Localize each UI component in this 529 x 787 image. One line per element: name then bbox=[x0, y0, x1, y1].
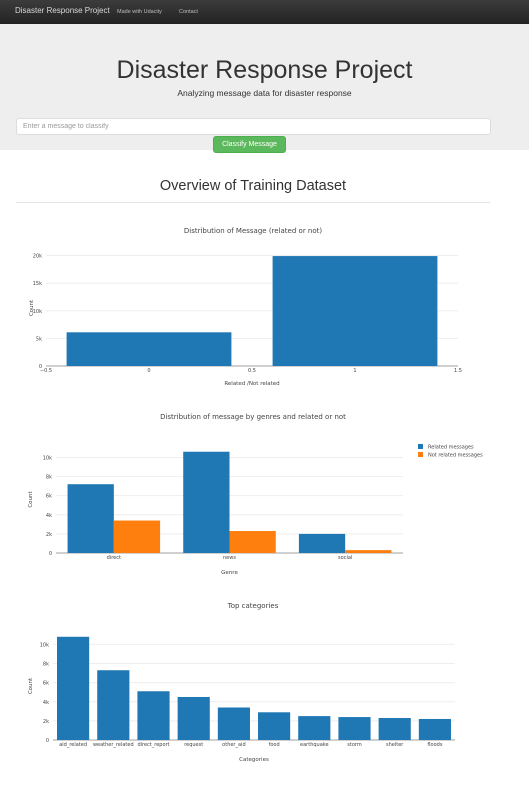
chart3-y-tick-label: 10k bbox=[40, 642, 49, 648]
chart3-y-tick-label: 8k bbox=[43, 662, 49, 668]
chart1-y-tick-label: 10k bbox=[33, 309, 42, 315]
classify-message-button[interactable]: Classify Message bbox=[213, 136, 286, 153]
chart3-bar-earthquake bbox=[298, 716, 331, 740]
chart1-x-tick-label: −0.5 bbox=[40, 368, 52, 374]
chart1-y-tick-label: 15k bbox=[33, 281, 42, 287]
chart2-x-tick-label: direct bbox=[107, 555, 121, 561]
chart3-bar-food bbox=[258, 712, 291, 740]
chart3-bar-aid_related bbox=[57, 636, 90, 740]
chart2-bar-social-not-related bbox=[345, 550, 392, 553]
chart1-y-tick-label: 20k bbox=[33, 254, 42, 260]
chart2-x-axis-label: Genre bbox=[221, 570, 238, 576]
chart2-x-tick-label: social bbox=[338, 555, 352, 561]
chart2-y-tick-label: 2k bbox=[46, 532, 52, 538]
chart3-bar-shelter bbox=[378, 718, 411, 740]
chart1-title: Distribution of Message (related or not) bbox=[184, 227, 323, 235]
chart3-x-tick-label: floods bbox=[427, 742, 442, 748]
chart3-bar-storm bbox=[338, 717, 371, 740]
page-title: Disaster Response Project bbox=[116, 56, 413, 84]
chart3-x-axis-label: Categories bbox=[239, 757, 269, 763]
chart2-bar-direct-not-related bbox=[113, 520, 161, 553]
chart3-x-tick-label: direct_report bbox=[137, 742, 169, 748]
section-divider bbox=[16, 202, 490, 203]
chart2-y-tick-label: 6k bbox=[46, 494, 52, 500]
page-subtitle: Analyzing message data for disaster resp… bbox=[177, 88, 352, 98]
chart2-legend-swatch-not-related bbox=[418, 452, 423, 457]
chart2-y-axis-label: Count bbox=[28, 490, 34, 507]
chart2-legend-label: Not related messages bbox=[428, 453, 483, 459]
chart1-x-tick-label: 1.5 bbox=[454, 368, 462, 374]
chart3-x-tick-label: shelter bbox=[386, 742, 404, 748]
chart2-legend-swatch-related bbox=[418, 444, 423, 449]
chart1-bar-0 bbox=[66, 332, 232, 366]
chart1-x-tick-label: 0 bbox=[147, 368, 150, 374]
chart3-bar-request bbox=[177, 696, 210, 740]
chart3-bar-direct_report bbox=[137, 691, 170, 740]
chart3-bar-floods bbox=[418, 718, 451, 740]
chart1-x-tick-label: 0.5 bbox=[248, 368, 256, 374]
chart3-y-tick-label: 4k bbox=[43, 700, 49, 706]
chart2-y-tick-label: 0 bbox=[49, 551, 52, 557]
chart1-x-tick-label: 1 bbox=[353, 368, 356, 374]
nav-link-udacity[interactable]: Made with Udacity bbox=[117, 9, 162, 15]
chart1-y-tick-label: 0 bbox=[39, 364, 42, 370]
chart2-x-tick-label: news bbox=[223, 555, 236, 561]
chart1-bar-1 bbox=[272, 256, 438, 366]
chart2-bar-news-related bbox=[183, 451, 230, 553]
chart1-y-axis-label: Count bbox=[29, 299, 35, 316]
chart2-bar-direct-related bbox=[67, 484, 114, 553]
chart3-x-tick-label: aid_related bbox=[59, 742, 87, 748]
navbar-brand-link[interactable]: Disaster Response Project bbox=[15, 6, 110, 15]
message-input[interactable] bbox=[16, 118, 491, 135]
chart2-title: Distribution of message by genres and re… bbox=[160, 413, 346, 421]
chart3-title: Top categories bbox=[227, 602, 279, 610]
chart3-x-tick-label: earthquake bbox=[300, 742, 329, 748]
chart3-bar-weather_related bbox=[97, 670, 130, 740]
chart1-y-tick-label: 5k bbox=[36, 336, 42, 342]
chart3-bar-other_aid bbox=[217, 707, 250, 740]
chart2-legend-label: Related messages bbox=[428, 445, 474, 451]
chart3-y-tick-label: 6k bbox=[43, 681, 49, 687]
chart3-x-tick-label: request bbox=[184, 742, 203, 748]
chart2-y-tick-label: 10k bbox=[43, 455, 52, 461]
chart3-x-tick-label: weather_related bbox=[93, 742, 134, 748]
chart2-y-tick-label: 4k bbox=[46, 513, 52, 519]
chart3-y-axis-label: Count bbox=[28, 677, 34, 694]
chart3-y-tick-label: 0 bbox=[46, 738, 49, 744]
chart2-bar-news-not-related bbox=[229, 531, 276, 553]
chart3-x-tick-label: food bbox=[269, 742, 280, 748]
overview-title: Overview of Training Dataset bbox=[159, 178, 347, 194]
nav-link-contact[interactable]: Contact bbox=[179, 9, 198, 15]
chart1-x-axis-label: Related /Not related bbox=[224, 381, 279, 387]
chart3-x-tick-label: storm bbox=[347, 742, 362, 748]
chart3-y-tick-label: 2k bbox=[43, 719, 49, 725]
chart2-y-tick-label: 8k bbox=[46, 475, 52, 481]
chart3-x-tick-label: other_aid bbox=[222, 742, 245, 748]
header-jumbotron: Disaster Response Project Analyzing mess… bbox=[0, 24, 529, 153]
chart2-bar-social-related bbox=[298, 533, 346, 553]
